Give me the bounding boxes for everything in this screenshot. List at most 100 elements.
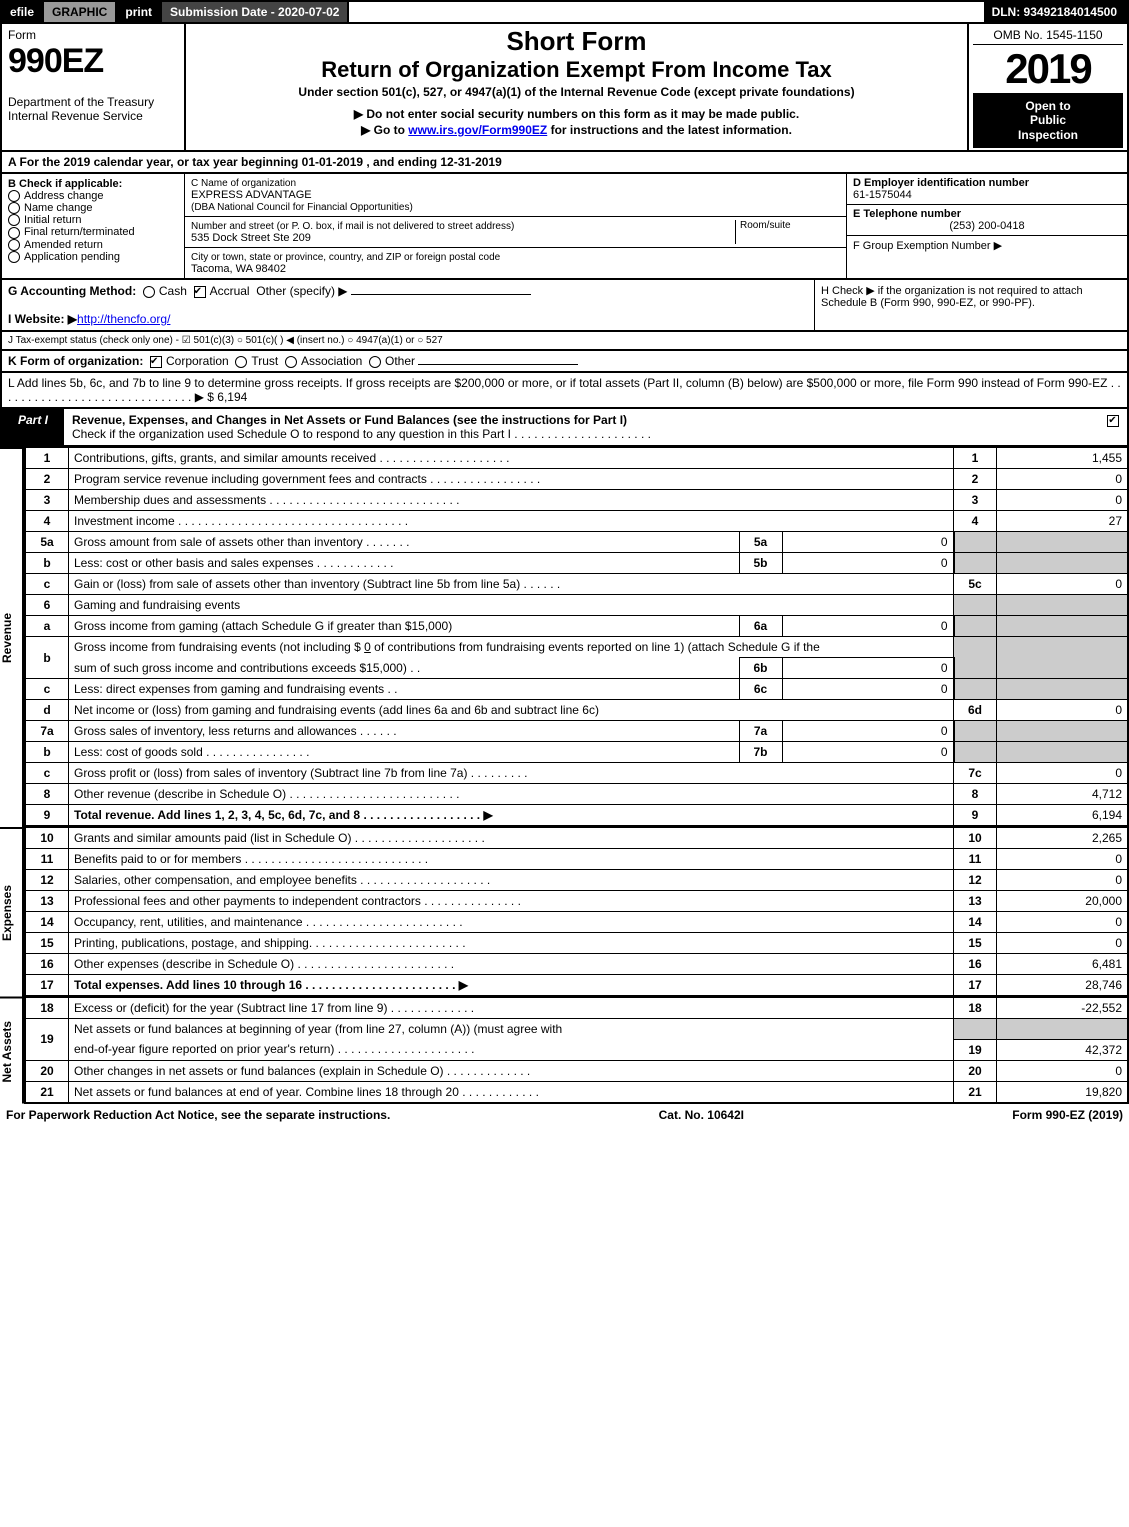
sub-box-label: 7a [739, 721, 782, 742]
checkbox-icon[interactable] [8, 190, 20, 202]
line-number: 4 [25, 511, 69, 532]
checkbox-checked-icon[interactable] [194, 286, 206, 298]
gray-cell [997, 532, 1129, 553]
line-amount: 27 [997, 511, 1129, 532]
table-row: 10Grants and similar amounts paid (list … [25, 828, 1128, 849]
table-row: 2Program service revenue including gover… [25, 469, 1128, 490]
line-amount: 28,746 [997, 975, 1129, 997]
table-row: 21Net assets or fund balances at end of … [25, 1081, 1128, 1103]
row-l: L Add lines 5b, 6c, and 7b to line 9 to … [0, 373, 1129, 409]
line-ref: 9 [954, 805, 997, 827]
website-link[interactable]: http://thencfo.org/ [77, 312, 170, 326]
gray-cell [997, 616, 1129, 637]
irs-link[interactable]: www.irs.gov/Form990EZ [408, 123, 547, 137]
h-schedule-b-note: H Check ▶ if the organization is not req… [821, 285, 1083, 309]
i-label: I Website: ▶ [8, 312, 77, 326]
line-desc: Net assets or fund balances at end of ye… [69, 1081, 954, 1103]
print-button[interactable]: print [117, 2, 162, 22]
line-desc: Total revenue. Add lines 1, 2, 3, 4, 5c,… [69, 805, 954, 827]
city-label: City or town, state or province, country… [191, 252, 500, 263]
gray-cell [954, 721, 997, 742]
net-assets-side-label: Net Assets [0, 997, 24, 1104]
table-row: 4Investment income . . . . . . . . . . .… [25, 511, 1128, 532]
line-desc: Gross income from gaming (attach Schedul… [69, 616, 740, 637]
dept-treasury: Department of the Treasury [8, 95, 178, 109]
tax-period-row: A For the 2019 calendar year, or tax yea… [0, 152, 1129, 174]
checkbox-icon[interactable] [143, 286, 155, 298]
checkbox-icon[interactable] [285, 356, 297, 368]
checkbox-checked-icon[interactable] [1107, 415, 1119, 427]
g-cash: Cash [159, 284, 187, 298]
checkbox-checked-icon[interactable] [150, 356, 162, 368]
table-row: bLess: cost of goods sold . . . . . . . … [25, 742, 1128, 763]
checkbox-icon[interactable] [369, 356, 381, 368]
phone-value: (253) 200-0418 [853, 220, 1121, 232]
table-row: 19Net assets or fund balances at beginni… [25, 1019, 1128, 1040]
table-row: 17Total expenses. Add lines 10 through 1… [25, 975, 1128, 997]
submission-date: Submission Date - 2020-07-02 [162, 2, 349, 22]
line-desc: Less: direct expenses from gaming and fu… [69, 679, 740, 700]
table-row: 11Benefits paid to or for members . . . … [25, 849, 1128, 870]
line-number: 12 [25, 870, 69, 891]
line-desc: Less: cost of goods sold . . . . . . . .… [69, 742, 740, 763]
line-desc: end-of-year figure reported on prior yea… [69, 1039, 954, 1060]
footer-cat-no: Cat. No. 10642I [659, 1108, 744, 1122]
checkbox-icon[interactable] [8, 251, 20, 263]
line-number: 18 [25, 998, 69, 1019]
table-row: 9Total revenue. Add lines 1, 2, 3, 4, 5c… [25, 805, 1128, 827]
line-desc: Investment income . . . . . . . . . . . … [69, 511, 954, 532]
k-assoc: Association [301, 354, 362, 368]
checkbox-icon[interactable] [8, 214, 20, 226]
table-row: 5aGross amount from sale of assets other… [25, 532, 1128, 553]
table-row: cGross profit or (loss) from sales of in… [25, 763, 1128, 784]
line-desc: Occupancy, rent, utilities, and maintena… [69, 912, 954, 933]
open-public-box: Open to Public Inspection [973, 93, 1123, 148]
line-ref: 16 [954, 954, 997, 975]
goto-suffix: for instructions and the latest informat… [547, 123, 792, 137]
line-ref: 17 [954, 975, 997, 997]
line-desc: Professional fees and other payments to … [69, 891, 954, 912]
line-number: 17 [25, 975, 69, 997]
line-desc: Other expenses (describe in Schedule O) … [69, 954, 954, 975]
irs-label: Internal Revenue Service [8, 109, 178, 123]
line-desc: Gross income from fundraising events (no… [69, 637, 954, 658]
line-ref: 2 [954, 469, 997, 490]
checkbox-icon[interactable] [235, 356, 247, 368]
line-desc: Membership dues and assessments . . . . … [69, 490, 954, 511]
line-desc: Printing, publications, postage, and shi… [69, 933, 954, 954]
table-row: 20Other changes in net assets or fund ba… [25, 1060, 1128, 1081]
line-number: 10 [25, 828, 69, 849]
footer-right: Form Form 990-EZ (2019)990-EZ (2019) [1012, 1108, 1123, 1122]
table-row: 7aGross sales of inventory, less returns… [25, 721, 1128, 742]
line-desc: Gain or (loss) from sale of assets other… [69, 574, 954, 595]
gray-cell [997, 742, 1129, 763]
efile-button[interactable]: efile [2, 2, 44, 22]
sub-box-label: 5a [739, 532, 782, 553]
gray-cell [954, 616, 997, 637]
chk-name-change: Name change [24, 202, 93, 214]
line-desc: Benefits paid to or for members . . . . … [69, 849, 954, 870]
line-desc: Less: cost or other basis and sales expe… [69, 553, 740, 574]
ein-value: 61-1575044 [853, 189, 912, 201]
f-group-exemption: F Group Exemption Number ▶ [847, 236, 1127, 255]
city-state-zip: Tacoma, WA 98402 [191, 263, 286, 275]
chk-initial-return: Initial return [24, 214, 81, 226]
table-row: 6Gaming and fundraising events [25, 595, 1128, 616]
graphic-button[interactable]: GRAPHIC [44, 2, 117, 22]
sub-amount: 0 [782, 658, 954, 679]
tax-year: 2019 [973, 45, 1123, 93]
line-desc: Net income or (loss) from gaming and fun… [69, 700, 954, 721]
line-amount: 6,481 [997, 954, 1129, 975]
checkbox-icon[interactable] [8, 202, 20, 214]
line-amount: 0 [997, 1060, 1129, 1081]
line-ref: 3 [954, 490, 997, 511]
line-desc: Salaries, other compensation, and employ… [69, 870, 954, 891]
line-number: 6 [25, 595, 69, 616]
checkbox-icon[interactable] [8, 239, 20, 251]
part-title: Revenue, Expenses, and Changes in Net As… [64, 409, 1103, 445]
checkbox-icon[interactable] [8, 227, 20, 239]
line-number: d [25, 700, 69, 721]
footer-left: For Paperwork Reduction Act Notice, see … [6, 1108, 390, 1122]
line-number: 20 [25, 1060, 69, 1081]
gray-cell [954, 658, 997, 679]
